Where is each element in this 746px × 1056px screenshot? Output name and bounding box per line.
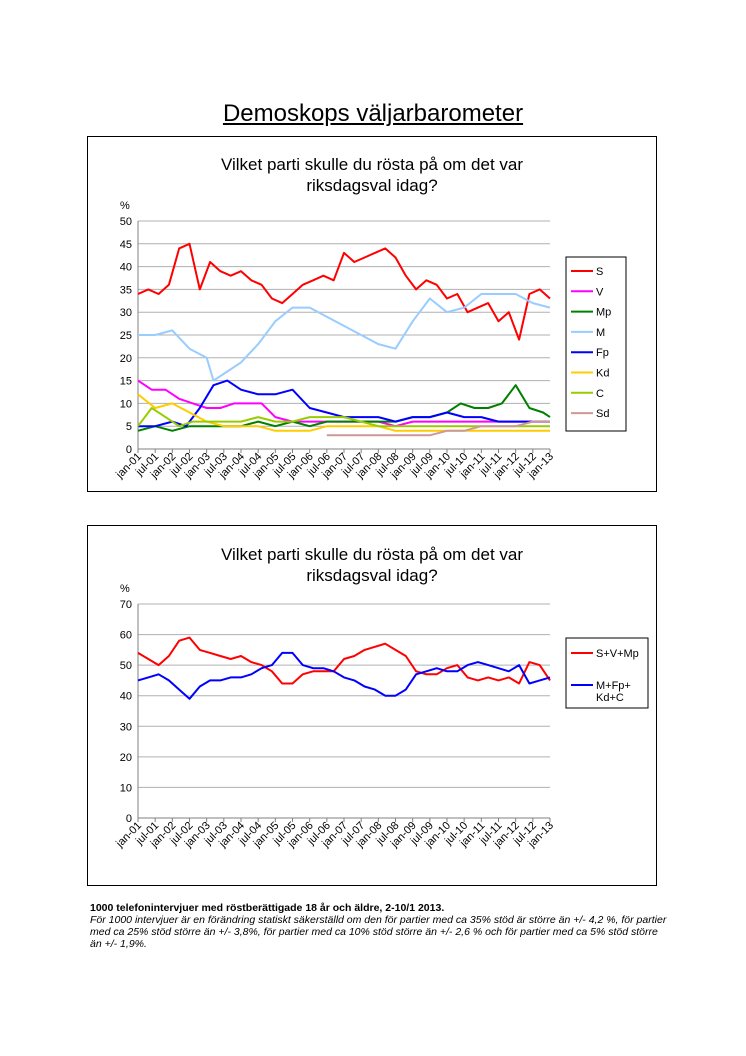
- legend-label: Mp: [596, 307, 611, 319]
- y-tick-label: 20: [120, 353, 132, 365]
- legend-label: V: [596, 286, 604, 298]
- y-tick-label: 5: [126, 421, 132, 433]
- legend-label: M+Fp+: [596, 680, 631, 692]
- series-line-s: [137, 242, 551, 341]
- legend-label: Kd: [596, 368, 609, 380]
- legend-label: M: [596, 327, 605, 339]
- legend-label: S+V+Mp: [596, 648, 639, 660]
- y-axis-label: %: [120, 200, 130, 212]
- legend-box: [565, 637, 649, 709]
- series-line-fp: [138, 379, 550, 428]
- chart-title-line-2: riksdagsval idag?: [306, 176, 438, 195]
- series-line-sd: [326, 420, 550, 437]
- y-tick-label: 40: [120, 691, 132, 703]
- y-tick-label: 20: [120, 752, 132, 764]
- legend-label: S: [596, 266, 603, 278]
- legend-label: Sd: [596, 408, 609, 420]
- y-tick-label: 30: [120, 721, 132, 733]
- chart-title-line-1: Vilket parti skulle du rösta på om det v…: [220, 155, 524, 174]
- footnote: 1000 telefonintervjuer med röstberättiga…: [90, 902, 670, 950]
- legend-label: Kd+C: [596, 692, 624, 704]
- page-title: Demoskops väljarbarometer: [222, 100, 524, 127]
- chart-title-line-1: Vilket parti skulle du rösta på om det v…: [220, 545, 524, 564]
- footnote-margin-of-error: För 1000 intervjuer är en förändring sta…: [90, 914, 667, 950]
- series-line-s-v-mp: [137, 636, 551, 685]
- footnote-method: 1000 telefonintervjuer med röstberättiga…: [90, 902, 445, 914]
- y-tick-label: 25: [120, 330, 132, 342]
- y-tick-label: 0: [126, 813, 132, 825]
- y-tick-label: 30: [120, 307, 132, 319]
- y-tick-label: 40: [120, 262, 132, 274]
- legend-label: Fp: [596, 347, 609, 359]
- party-line-chart: 05101520253035404550%jan-01jul-01jan-02j…: [113, 200, 627, 481]
- chart-frame-vote-intent: Vilket parti skulle du rösta på om det v…: [87, 136, 657, 492]
- chart-title: Vilket parti skulle du rösta på om det v…: [88, 154, 656, 196]
- y-tick-label: 0: [126, 444, 132, 456]
- y-axis-label: %: [120, 583, 130, 595]
- y-tick-label: 45: [120, 239, 132, 251]
- y-tick-label: 10: [120, 398, 132, 410]
- y-tick-label: 70: [120, 599, 132, 611]
- series-line-m-fp-kd-c: [137, 651, 551, 700]
- bloc-line-chart: 010203040506070%jan-01jul-01jan-02jul-02…: [113, 583, 649, 850]
- y-tick-label: 15: [120, 376, 132, 388]
- y-tick-label: 50: [120, 660, 132, 672]
- y-tick-label: 60: [120, 630, 132, 642]
- chart-title: Vilket parti skulle du rösta på om det v…: [88, 544, 656, 586]
- chart-frame-bloc-intent: Vilket parti skulle du rösta på om det v…: [87, 525, 657, 886]
- series-line-m: [138, 293, 551, 382]
- y-tick-label: 10: [120, 782, 132, 794]
- y-tick-label: 35: [120, 284, 132, 296]
- legend-label: C: [596, 388, 604, 400]
- chart-title-line-2: riksdagsval idag?: [306, 566, 438, 585]
- y-tick-label: 50: [120, 216, 132, 228]
- legend-box: [565, 256, 627, 432]
